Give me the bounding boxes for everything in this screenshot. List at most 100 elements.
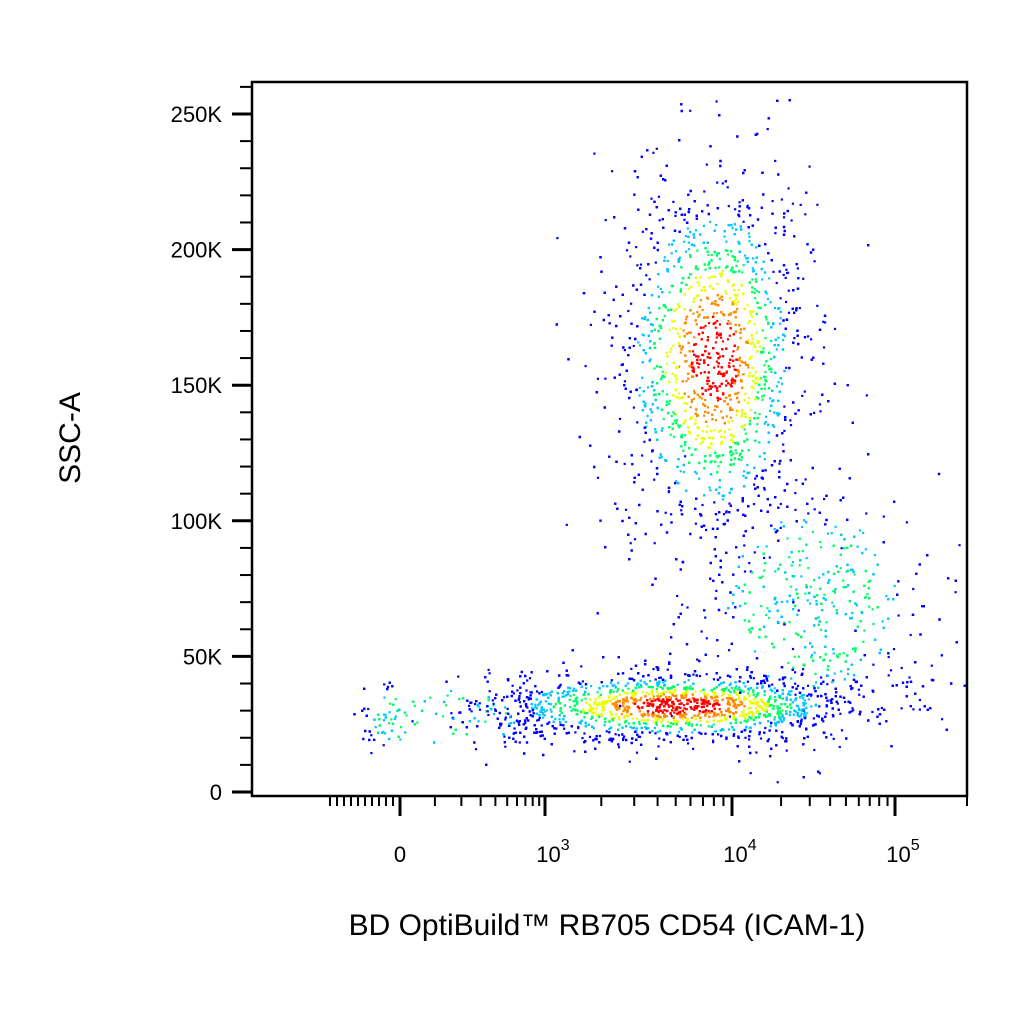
data-point [716, 181, 719, 184]
data-point [760, 377, 763, 380]
data-point [692, 366, 695, 369]
data-point [715, 254, 719, 257]
data-point [478, 708, 482, 711]
data-point [667, 695, 671, 699]
data-point [778, 678, 781, 681]
data-point [734, 687, 737, 690]
data-point [752, 503, 756, 506]
data-point [845, 570, 848, 573]
data-point [786, 271, 789, 275]
data-point [585, 701, 588, 704]
data-point [635, 246, 638, 249]
data-point [822, 320, 825, 323]
data-point [612, 690, 615, 693]
data-point [732, 283, 736, 286]
data-point [766, 607, 769, 610]
data-point [718, 266, 721, 269]
data-point [726, 322, 729, 325]
data-point [795, 479, 798, 482]
data-point [485, 710, 488, 713]
data-point [782, 216, 786, 219]
data-point [693, 389, 696, 392]
data-point [840, 729, 844, 732]
data-point [749, 419, 752, 422]
data-point [504, 718, 507, 721]
data-point [780, 600, 784, 604]
data-point [645, 425, 648, 428]
data-point [733, 691, 736, 694]
data-point [739, 703, 742, 706]
data-point [614, 733, 617, 736]
data-point [773, 687, 776, 690]
data-point [765, 545, 768, 548]
data-point [549, 708, 552, 711]
data-point [790, 564, 793, 567]
data-point [626, 700, 629, 703]
data-point [689, 685, 692, 688]
data-point [715, 360, 718, 363]
data-point [509, 722, 512, 725]
data-point [795, 588, 798, 591]
data-point [769, 301, 772, 304]
data-point [833, 590, 836, 593]
data-point [659, 287, 662, 290]
data-point [806, 684, 810, 687]
data-point [445, 704, 448, 707]
data-point [590, 717, 593, 720]
data-point [700, 630, 703, 633]
data-point [707, 322, 711, 325]
data-point [754, 477, 757, 480]
data-point [674, 707, 678, 710]
data-point [679, 470, 682, 473]
data-point [807, 567, 810, 570]
data-point [752, 379, 755, 382]
data-point [698, 284, 701, 287]
data-point [637, 682, 640, 685]
data-point [735, 585, 738, 588]
data-point [797, 655, 800, 658]
data-point [681, 709, 684, 712]
data-point [643, 722, 646, 725]
data-point [593, 152, 596, 155]
data-point [787, 311, 791, 314]
data-point [662, 681, 665, 684]
data-point [622, 738, 625, 742]
data-point [721, 182, 724, 185]
data-point [484, 720, 487, 723]
data-point [732, 689, 735, 692]
data-point [697, 315, 700, 318]
data-point [887, 655, 890, 659]
data-point [833, 327, 837, 330]
data-point [863, 629, 866, 632]
data-point [554, 717, 557, 720]
data-point [755, 289, 758, 292]
data-point [764, 726, 767, 730]
data-point [374, 726, 377, 729]
data-point [783, 405, 786, 408]
data-point [724, 266, 728, 269]
data-point [611, 702, 614, 705]
data-point [743, 709, 746, 712]
data-point [763, 556, 766, 560]
data-point [691, 731, 694, 734]
data-point [747, 687, 750, 690]
data-point [677, 711, 680, 714]
data-point [781, 709, 784, 712]
data-point [526, 679, 529, 682]
data-point [664, 371, 667, 375]
data-point [799, 203, 802, 206]
data-point [532, 707, 535, 710]
data-point [893, 584, 896, 587]
data-point [642, 334, 645, 337]
data-point [646, 702, 649, 705]
data-point [670, 252, 673, 255]
data-point [554, 702, 557, 706]
data-point [834, 587, 837, 591]
data-point [720, 719, 724, 722]
data-point [805, 557, 808, 560]
data-point [678, 703, 681, 706]
data-point [513, 727, 516, 730]
data-point [718, 708, 721, 711]
data-point [596, 691, 599, 694]
data-point [728, 502, 731, 505]
